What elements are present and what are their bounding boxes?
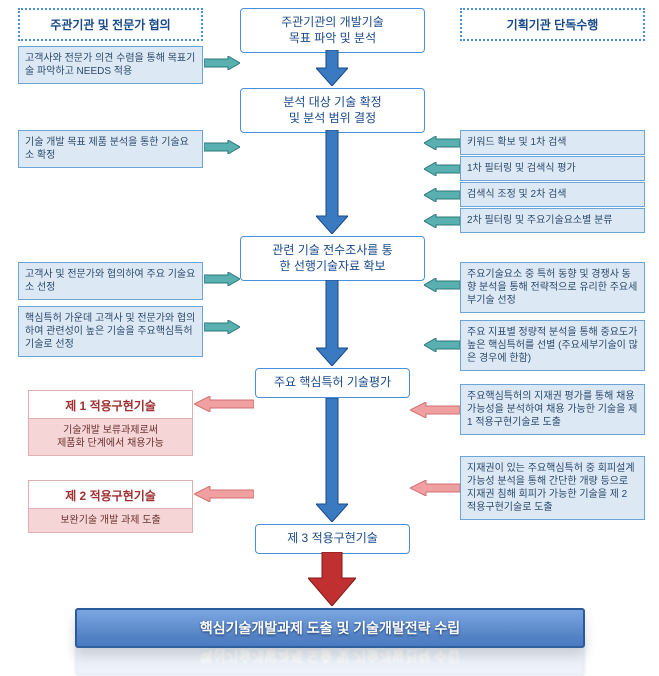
teal-arrow-r1-icon <box>424 136 460 150</box>
center-step-4: 주요 핵심특허 기술평가 <box>255 368 410 398</box>
center-step-5: 제 3 적용구현기술 <box>255 524 410 554</box>
app1-body: 기술개발 보류과제로써제품화 단계에서 채용가능 <box>28 418 193 456</box>
right-box-8: 지재권이 있는 주요핵심특허 중 회피설계 가능성 분석을 통해 간단한 개량 … <box>460 456 645 520</box>
right-box-6: 주요 지표별 정량적 분석을 통해 중요도가 높은 핵심특허를 선별 (주요세부… <box>460 320 645 371</box>
final-banner-reflection: 핵심기술개발과제 도출 및 기술개발전략 수립 <box>75 636 585 676</box>
center-step-3: 관련 기술 전수조사를 통한 선행기술자료 확보 <box>240 236 425 281</box>
teal-arrow-r3-icon <box>424 188 460 202</box>
teal-arrow-l3-icon <box>204 272 240 286</box>
right-box-1: 키워드 확보 및 1차 검색 <box>460 130 645 155</box>
down-arrow-3-icon <box>316 280 348 366</box>
down-arrow-final-icon <box>308 552 356 606</box>
right-box-7: 주요핵심특허의 지재권 평가를 통해 채용 가능성을 분석하여 채용 가능한 기… <box>460 384 645 435</box>
left-box-2: 기술 개발 목표 제품 분석을 통한 기술요소 확정 <box>18 130 203 168</box>
final-banner-text: 핵심기술개발과제 도출 및 기술개발전략 수립 <box>200 620 460 636</box>
center-step-1: 주관기관의 개발기술목표 파악 및 분석 <box>240 8 425 53</box>
teal-arrow-r2-icon <box>424 162 460 176</box>
pink-arrow-r7-icon <box>410 402 460 418</box>
left-box-4: 핵심특허 가운데 고객사 및 전문가와 협의하여 관련성이 높은 기술을 주요핵… <box>18 306 203 357</box>
left-column-header: 주관기관 및 전문가 협의 <box>18 8 203 41</box>
right-box-3: 검색식 조정 및 2차 검색 <box>460 182 645 207</box>
pink-arrow-r8-icon <box>410 480 460 496</box>
pink-arrow-1-icon <box>194 396 254 412</box>
teal-arrow-l2-icon <box>204 140 240 154</box>
app1-header: 제 1 적용구현기술 <box>28 390 193 421</box>
left-box-1: 고객사와 전문가 의견 수렴을 통해 목표기술 파악하고 NEEDS 적용 <box>18 46 203 84</box>
teal-arrow-l1-icon <box>204 56 240 70</box>
teal-arrow-r5-icon <box>424 278 460 292</box>
right-box-4: 2차 필터링 및 주요기술요소별 분류 <box>460 208 645 233</box>
right-box-5: 주요기술요소 중 특허 동향 및 경쟁사 동향 분석을 통해 전략적으로 유리한… <box>460 262 645 313</box>
teal-arrow-r4-icon <box>424 214 460 228</box>
center-step-2: 분석 대상 기술 확정및 분석 범위 결정 <box>240 88 425 133</box>
down-arrow-1-icon <box>316 50 348 86</box>
down-arrow-2-icon <box>316 130 348 234</box>
teal-arrow-r6-icon <box>424 338 460 352</box>
right-column-header: 기획기관 단독수행 <box>460 8 645 41</box>
pink-arrow-2-icon <box>194 486 254 502</box>
left-box-3: 고객사 및 전문가와 협의하여 주요 기술요소 선정 <box>18 262 203 300</box>
app2-body: 보완기술 개발 과제 도출 <box>28 508 193 533</box>
teal-arrow-l4-icon <box>204 320 240 334</box>
app2-header: 제 2 적용구현기술 <box>28 480 193 511</box>
down-arrow-4-icon <box>316 398 348 522</box>
right-box-2: 1차 필터링 및 검색식 평가 <box>460 156 645 181</box>
